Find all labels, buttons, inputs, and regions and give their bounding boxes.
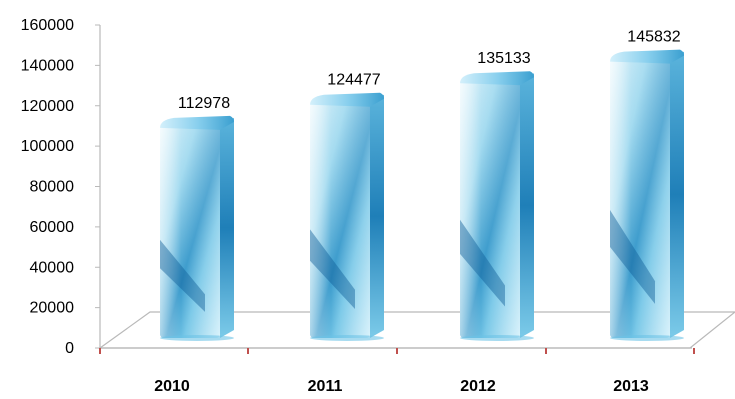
data-label-2010: 112978 (178, 95, 230, 112)
data-label-2012: 135133 (477, 50, 530, 67)
y-tick-label: 100000 (21, 138, 74, 155)
y-tick-label: 20000 (30, 300, 75, 317)
bar-texture (610, 210, 655, 304)
data-label-2013: 145832 (627, 29, 680, 46)
bar-2013 (610, 49, 684, 341)
y-tick-label: 120000 (21, 98, 74, 115)
y-tick-label: 60000 (30, 219, 75, 236)
bar-base (310, 335, 384, 341)
bar-sheen (160, 125, 220, 338)
bar-side-face (670, 51, 684, 338)
bar-base (610, 335, 684, 341)
bar-sheen (610, 59, 670, 338)
bar-2010 (160, 115, 234, 341)
bar-side-face (220, 117, 234, 338)
bar-sheen (310, 102, 370, 338)
y-tick-label: 0 (65, 340, 74, 357)
y-tick-label: 80000 (30, 179, 75, 196)
bar-2011 (310, 92, 384, 341)
y-tick-label: 140000 (21, 57, 74, 74)
x-category-label: 2011 (308, 378, 343, 394)
bar-side-face (520, 73, 534, 338)
x-category-label: 2012 (460, 378, 496, 394)
bar-texture (460, 219, 505, 307)
y-tick-label: 160000 (21, 17, 74, 34)
bar-2012 (460, 71, 534, 341)
bar-top-face (460, 71, 534, 86)
y-tick-label: 40000 (30, 259, 75, 276)
bar-base (160, 335, 234, 341)
y-tick-labels: 0 20000 40000 60000 80000 100000 120000 140000 1… (21, 17, 74, 357)
bar-top-face (310, 92, 384, 107)
x-category-label: 2010 (154, 378, 190, 394)
bar-top-face (610, 49, 684, 64)
bar-base (460, 335, 534, 341)
x-category-label: 2013 (613, 378, 649, 394)
bar-sheen (460, 81, 520, 338)
x-category-labels: 2010 2011 2012 2013 (154, 378, 649, 395)
bar-texture (310, 229, 355, 310)
bar-side-face (370, 94, 384, 338)
data-labels: 112978 124477 135133 145832 (178, 29, 681, 112)
bar-top-face (160, 115, 234, 130)
y-axis (95, 24, 695, 354)
bar-texture (160, 239, 205, 312)
bars (160, 49, 684, 341)
data-label-2011: 124477 (327, 72, 380, 89)
